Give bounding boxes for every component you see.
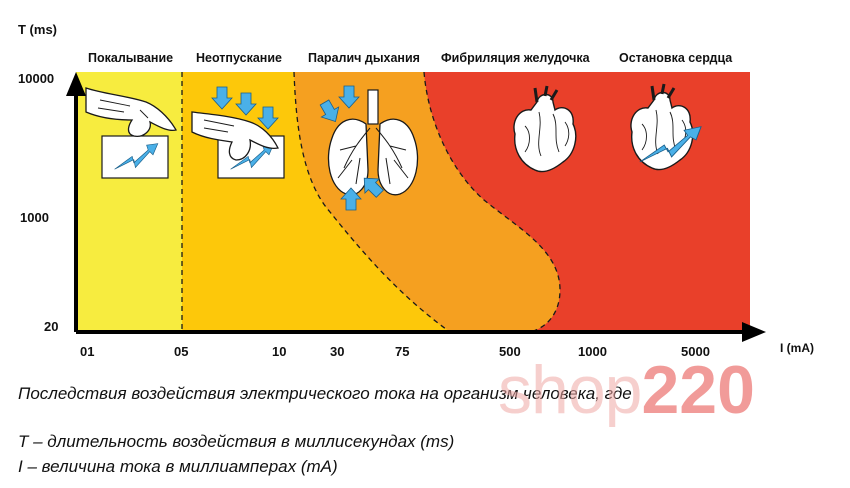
hand-touch-icon bbox=[85, 87, 177, 179]
x-tick-labels: 01 05 10 30 75 500 1000 5000 bbox=[80, 344, 710, 359]
boundary-no-release bbox=[293, 71, 451, 333]
y-axis-title: T (ms) bbox=[18, 22, 57, 37]
boundary-respiratory bbox=[423, 71, 561, 333]
y-tick-label: 1000 bbox=[20, 210, 49, 225]
x-tick-label: 30 bbox=[330, 344, 344, 359]
x-axis-arrowhead bbox=[742, 322, 766, 342]
y-axis-arrowhead bbox=[66, 72, 86, 96]
x-tick-label: 75 bbox=[395, 344, 409, 359]
zone-boundaries bbox=[181, 71, 561, 333]
axes bbox=[66, 72, 766, 342]
x-tick-label: 500 bbox=[499, 344, 521, 359]
watermark-220: 220 bbox=[641, 352, 755, 428]
lungs-icon bbox=[315, 85, 419, 211]
zone-labels: Покалывание Неотпускание Паралич дыхания… bbox=[88, 51, 733, 65]
x-axis-title: I (mA) bbox=[780, 341, 814, 355]
zone-label: Фибриляция желудочка bbox=[441, 51, 591, 65]
zone-label: Покалывание bbox=[88, 51, 173, 65]
watermark-shop: shop bbox=[498, 352, 642, 428]
y-tick-labels: 10000 1000 20 bbox=[18, 71, 58, 334]
x-tick-label: 01 bbox=[80, 344, 94, 359]
caption-current: I – величина тока в миллиамперах (mA) bbox=[18, 457, 338, 476]
zone-label: Паралич дыхания bbox=[308, 51, 420, 65]
caption-duration: T – длительность воздействия в миллисеку… bbox=[18, 432, 455, 451]
y-tick-label: 20 bbox=[44, 319, 58, 334]
x-tick-label: 5000 bbox=[681, 344, 710, 359]
x-tick-label: 1000 bbox=[578, 344, 607, 359]
x-tick-label: 10 bbox=[272, 344, 286, 359]
shop220-watermark: shop220 bbox=[498, 356, 755, 424]
x-tick-label: 05 bbox=[174, 344, 188, 359]
zone-label: Остановка сердца bbox=[619, 51, 733, 65]
y-tick-label: 10000 bbox=[18, 71, 54, 86]
electric-shock-diagram: T (ms) I (mA) 10000 1000 20 01 05 10 30 … bbox=[18, 22, 814, 359]
hand-grip-icon bbox=[191, 86, 285, 179]
caption-title: Последствия воздействия электрического т… bbox=[18, 384, 632, 403]
zone-label: Неотпускание bbox=[196, 51, 282, 65]
